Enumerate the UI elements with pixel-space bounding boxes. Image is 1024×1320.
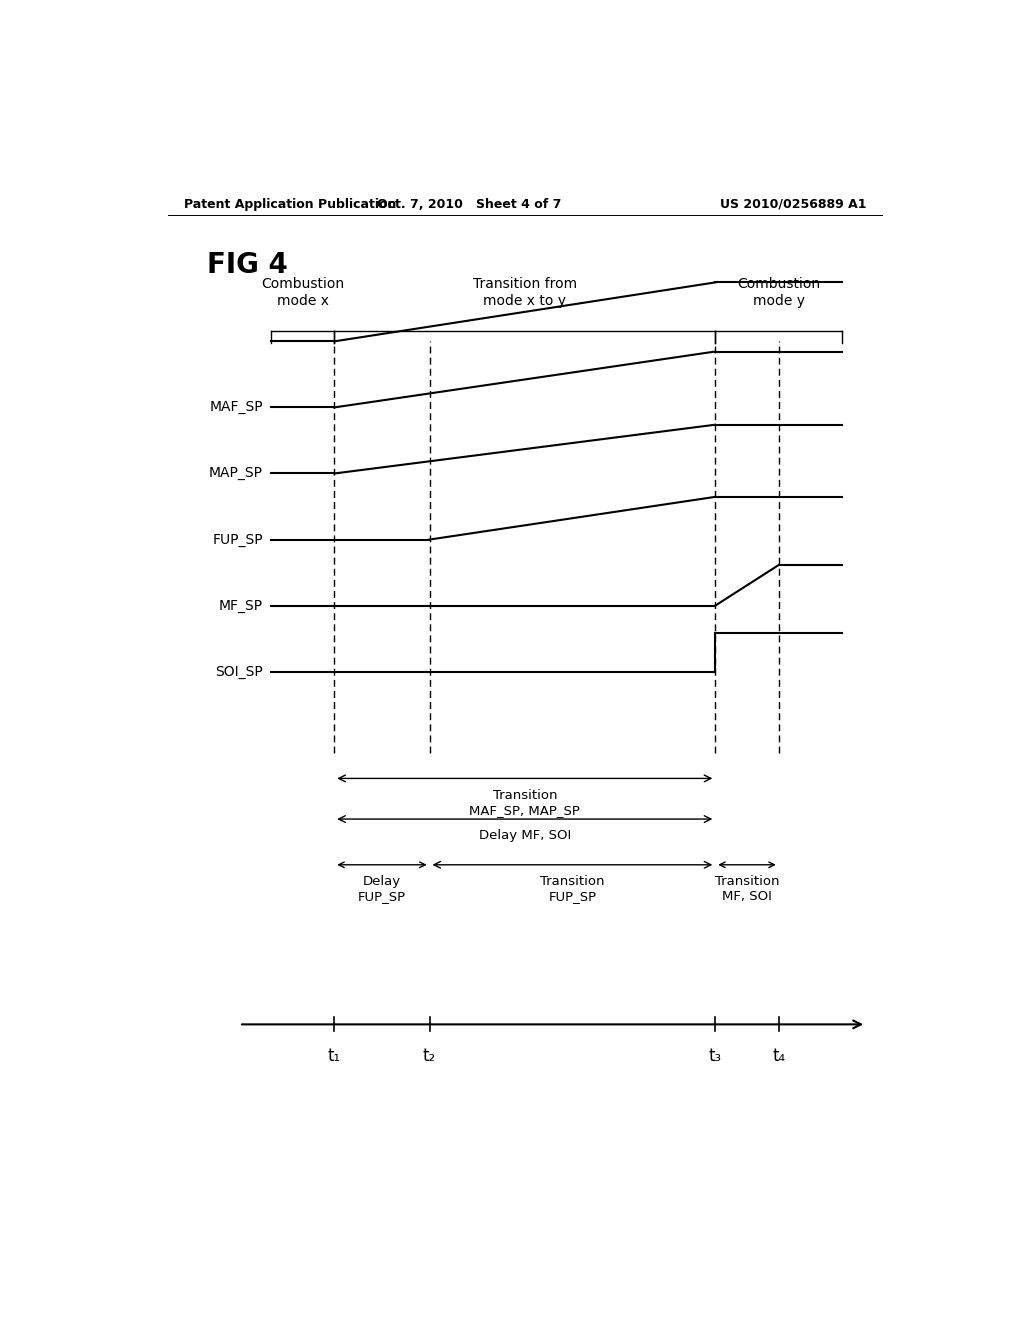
Text: FIG 4: FIG 4 [207, 251, 288, 279]
Text: t₄: t₄ [772, 1047, 785, 1065]
Text: Combustion
mode y: Combustion mode y [737, 277, 820, 308]
Text: t₁: t₁ [328, 1047, 341, 1065]
Text: FUP_SP: FUP_SP [212, 532, 263, 546]
Text: Delay MF, SOI: Delay MF, SOI [478, 829, 571, 842]
Text: Transition
FUP_SP: Transition FUP_SP [541, 875, 604, 903]
Text: Combustion
mode x: Combustion mode x [261, 277, 344, 308]
Text: MAP_SP: MAP_SP [209, 466, 263, 480]
Text: MF_SP: MF_SP [219, 598, 263, 612]
Text: Patent Application Publication: Patent Application Publication [183, 198, 396, 211]
Text: US 2010/0256889 A1: US 2010/0256889 A1 [720, 198, 866, 211]
Text: Delay
FUP_SP: Delay FUP_SP [358, 875, 406, 903]
Text: Oct. 7, 2010   Sheet 4 of 7: Oct. 7, 2010 Sheet 4 of 7 [377, 198, 561, 211]
Text: t₂: t₂ [423, 1047, 436, 1065]
Text: Transition from
mode x to y: Transition from mode x to y [473, 277, 577, 308]
Text: SOI_SP: SOI_SP [215, 665, 263, 678]
Text: t₃: t₃ [709, 1047, 722, 1065]
Text: MAF_SP: MAF_SP [209, 400, 263, 414]
Text: Transition
MAF_SP, MAP_SP: Transition MAF_SP, MAP_SP [469, 788, 581, 817]
Text: Transition
MF, SOI: Transition MF, SOI [715, 875, 779, 903]
